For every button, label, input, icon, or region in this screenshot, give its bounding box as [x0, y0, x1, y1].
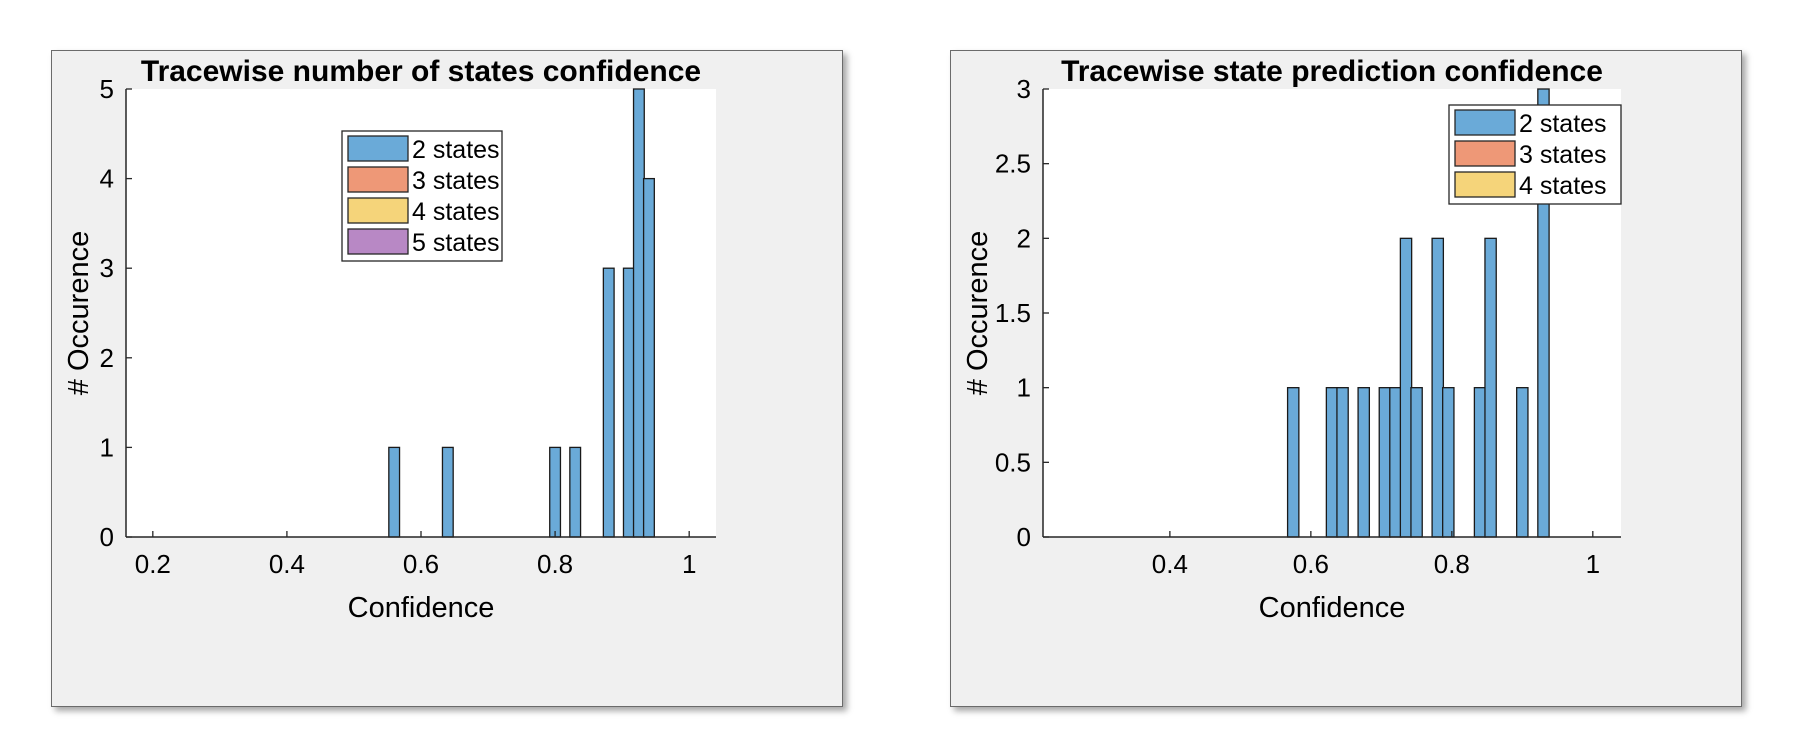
y-tick-label: 1: [100, 432, 114, 462]
legend-swatch: [347, 166, 409, 193]
legend-label: 4 states: [412, 198, 500, 226]
y-tick-label: 3: [100, 253, 114, 283]
y-tick-label: 0: [100, 522, 114, 552]
x-tick-label: 0.4: [269, 549, 305, 579]
legend-swatch: [347, 135, 409, 162]
y-axis-label: # Occurence: [63, 231, 95, 395]
histogram-bar: [642, 177, 655, 538]
x-tick-label: 1: [1586, 549, 1600, 579]
legend-swatch: [347, 197, 409, 224]
x-axis-label: Confidence: [1259, 592, 1406, 624]
histogram-bar: [622, 267, 635, 538]
histogram-bar: [1473, 387, 1487, 538]
histogram-bar: [441, 446, 454, 538]
y-tick-label: 1.5: [995, 298, 1031, 328]
y-tick-label: 5: [100, 74, 114, 104]
chart-panel-left: 0.2 0.4 0.6 0.8 1 0 1 2 3 4 5 Tracewise number of s…: [51, 50, 843, 707]
x-tick-label: 1: [682, 549, 696, 579]
x-tick-label: 0.2: [135, 549, 171, 579]
x-tick-label: 0.8: [537, 549, 573, 579]
histogram-bar: [632, 88, 645, 538]
histogram-bar: [1442, 387, 1455, 538]
x-tick-label: 0.6: [403, 549, 439, 579]
y-tick-label: 2.5: [995, 149, 1031, 179]
legend-swatch: [1454, 109, 1516, 136]
histogram-bar: [388, 446, 401, 538]
histogram-bar: [1516, 387, 1529, 538]
legend-label: 2 states: [412, 136, 500, 164]
histogram-bar: [1378, 387, 1392, 538]
histogram-bar: [602, 267, 615, 538]
x-axis-label: Confidence: [348, 592, 495, 624]
y-tick-label: 0: [1017, 522, 1031, 552]
histogram-state-prediction: 0.4 0.6 0.8 1 0 0.5 1 1.5 2 2.5 3 Tracewise state p…: [962, 55, 1622, 624]
histogram-bar: [1431, 237, 1445, 538]
histogram-number-of-states: 0.2 0.4 0.6 0.8 1 0 1 2 3 4 5 Tracewise number of s…: [63, 55, 716, 624]
y-tick-label: 1: [1017, 373, 1031, 403]
histogram-bar: [1357, 387, 1371, 538]
histogram-bar: [1336, 387, 1349, 538]
x-tick-label: 0.8: [1434, 549, 1470, 579]
legend-label: 3 states: [1519, 141, 1607, 169]
histogram-bar: [1410, 387, 1423, 538]
legend-swatch: [1454, 171, 1516, 198]
histogram-bar: [1286, 387, 1300, 538]
x-tick-label: 0.4: [1152, 549, 1188, 579]
histogram-bar: [1389, 387, 1402, 538]
histogram-bar: [1325, 387, 1339, 538]
legend-swatch: [347, 228, 409, 255]
legend-label: 3 states: [412, 167, 500, 195]
x-tick-label: 0.6: [1293, 549, 1329, 579]
chart-title: Tracewise number of states confidence: [141, 55, 701, 88]
y-axis-label: # Occurence: [962, 231, 994, 395]
histogram-bar: [569, 446, 582, 538]
y-tick-label: 2: [1017, 223, 1031, 253]
y-tick-label: 2: [100, 343, 114, 373]
histogram-bar: [549, 446, 562, 538]
y-tick-label: 0.5: [995, 447, 1031, 477]
chart-title: Tracewise state prediction confidence: [1061, 55, 1603, 88]
y-tick-label: 4: [100, 164, 114, 194]
y-tick-label: 3: [1017, 74, 1031, 104]
chart-panel-right: 0.4 0.6 0.8 1 0 0.5 1 1.5 2 2.5 3 Tracewise state p…: [950, 50, 1742, 707]
legend-label: 5 states: [412, 229, 500, 257]
legend-swatch: [1454, 140, 1516, 167]
legend-label: 2 states: [1519, 110, 1607, 138]
legend-label: 4 states: [1519, 172, 1607, 200]
histogram-bar: [1484, 237, 1497, 538]
histogram-bar: [1399, 237, 1413, 538]
